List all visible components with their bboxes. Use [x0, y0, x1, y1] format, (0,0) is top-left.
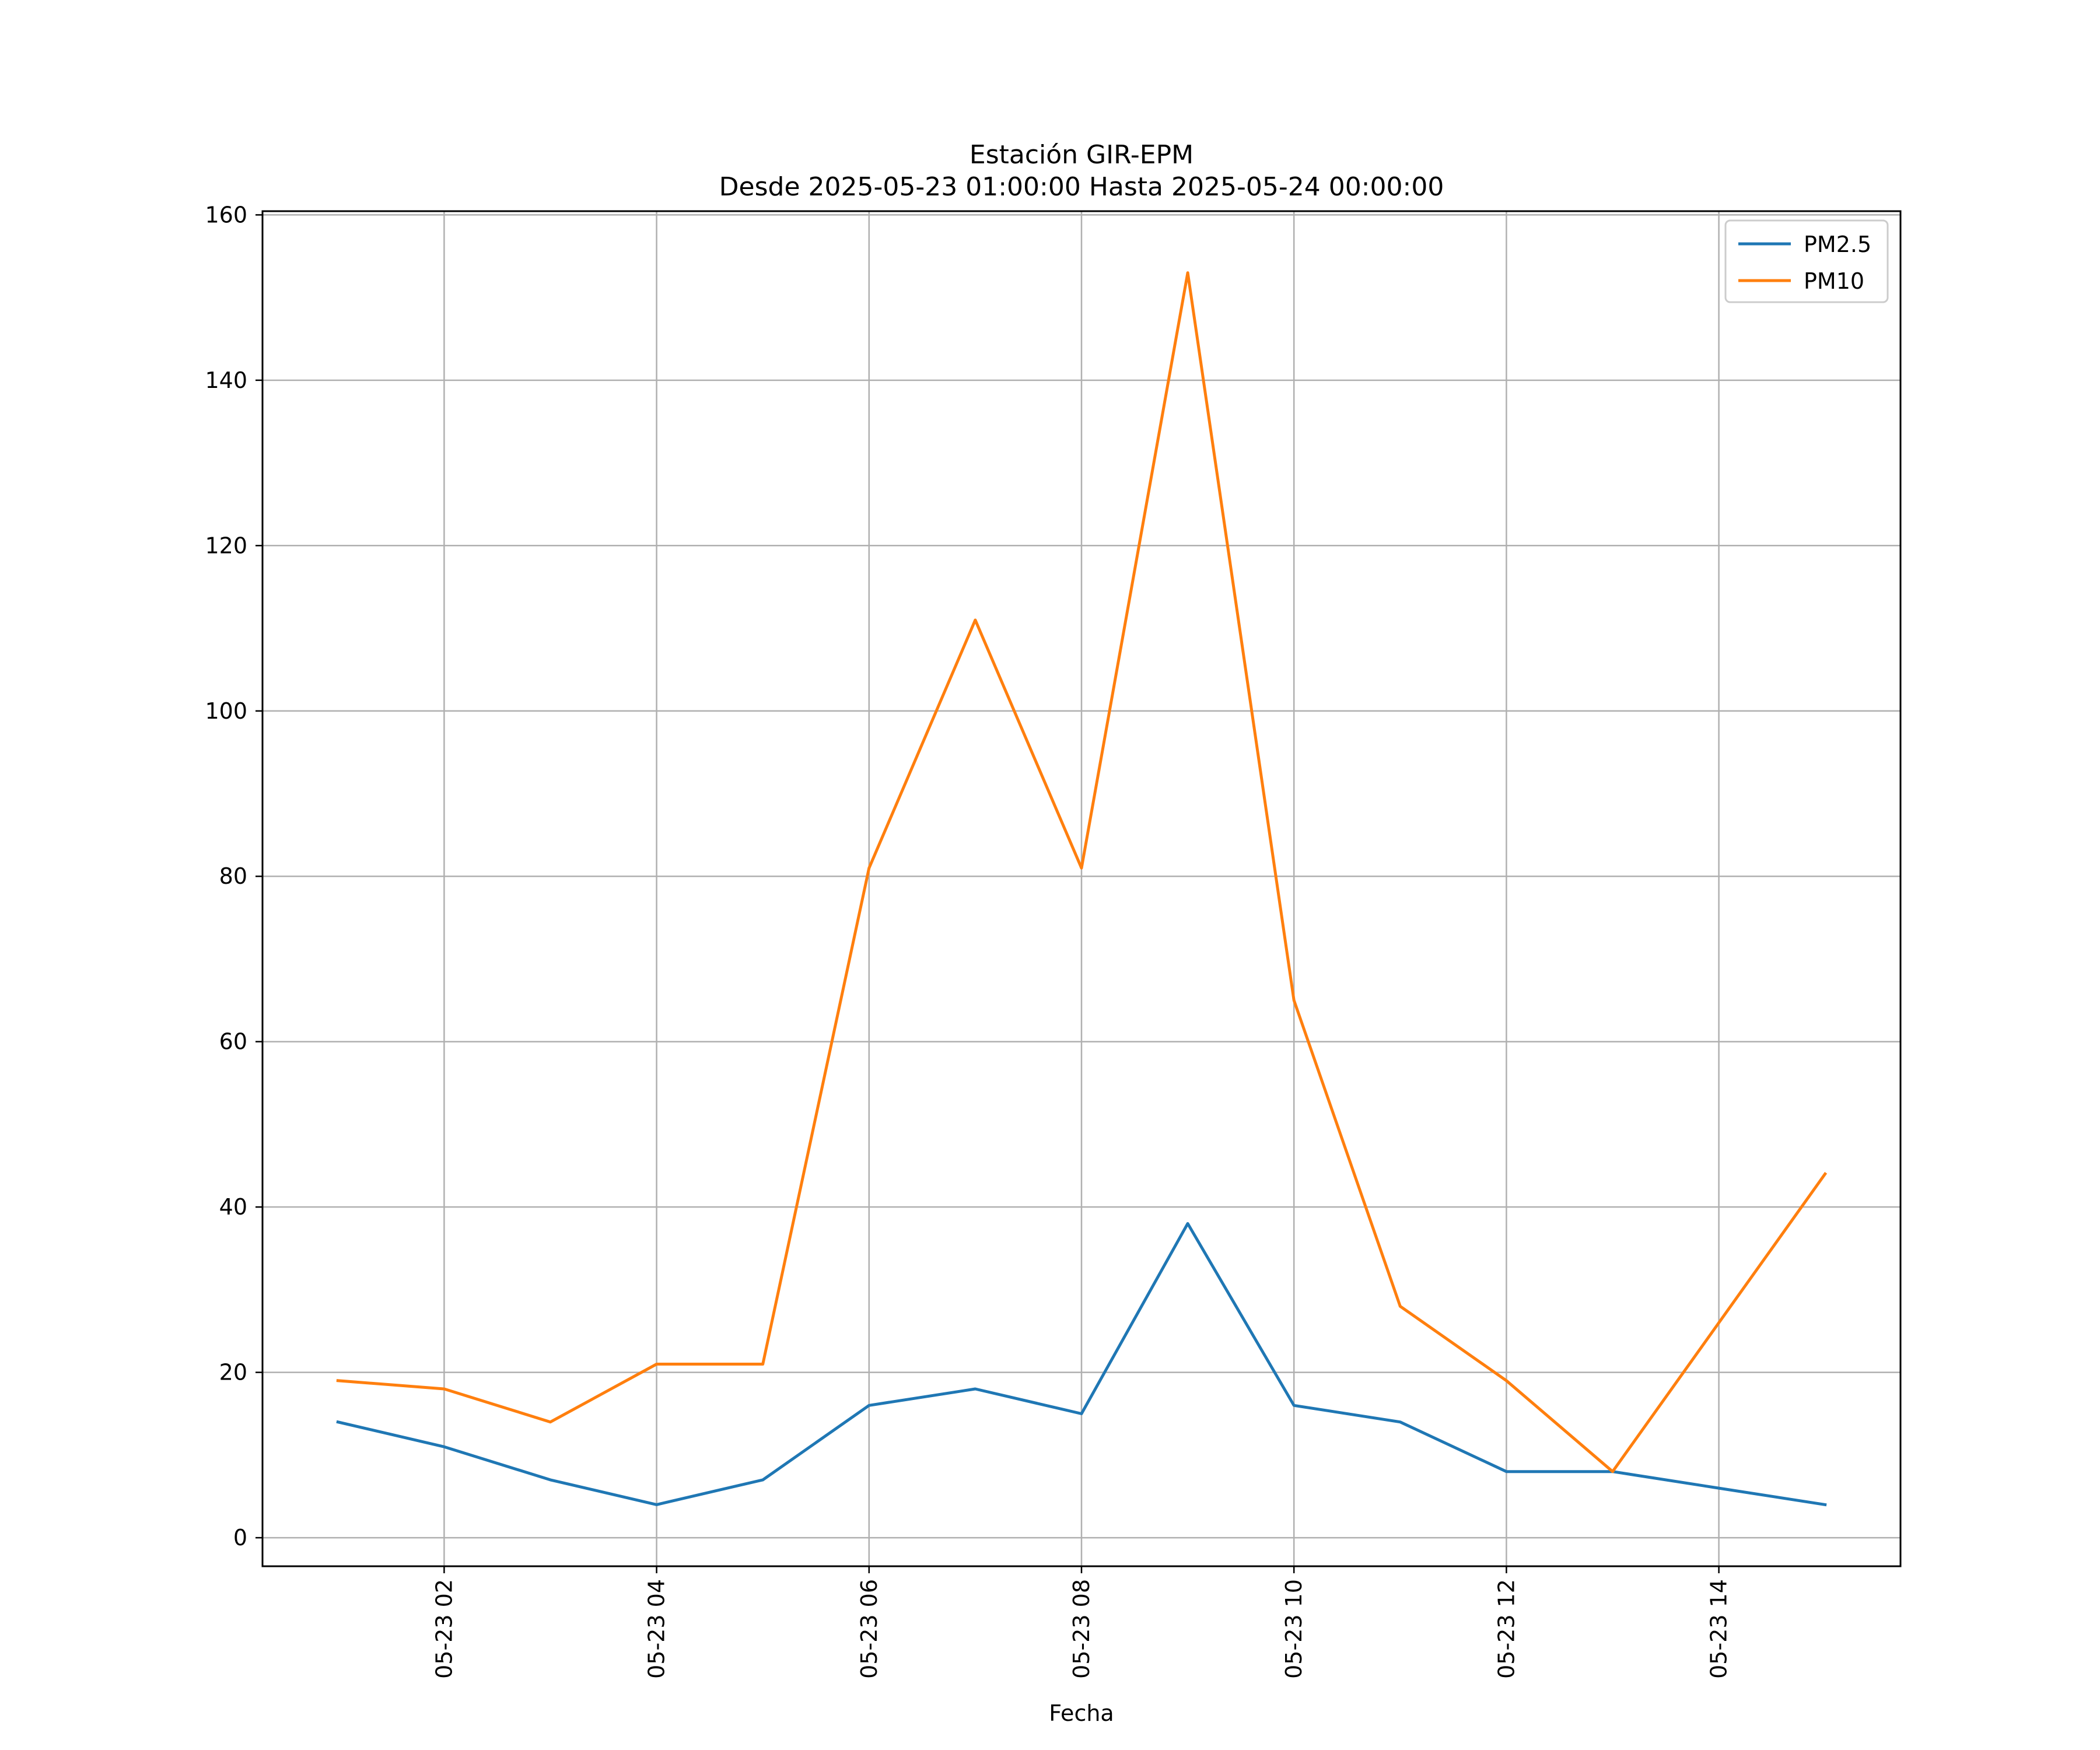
- y-tick-label: 120: [205, 533, 247, 558]
- legend-label-pm25: PM2.5: [1804, 232, 1871, 257]
- y-tick-label: 100: [205, 698, 247, 724]
- grid: [262, 211, 1901, 1566]
- series-line-pm25: [336, 1222, 1827, 1507]
- x-tick-label: 05-23 02: [431, 1579, 457, 1679]
- x-tick-label: 05-23 04: [644, 1579, 670, 1679]
- y-tick-label: 140: [205, 368, 247, 393]
- ticks: 0 20 40 60 80 100 120 140 160 05-23 02 05-23 04 05-…: [205, 202, 1731, 1678]
- y-tick-label: 80: [219, 863, 247, 889]
- x-tick-label: 05-23 06: [856, 1579, 882, 1679]
- y-tick-label: 160: [205, 202, 247, 228]
- x-tick-label: 05-23 10: [1281, 1579, 1307, 1679]
- chart-subtitle: Desde 2025-05-23 01:00:00 Hasta 2025-05-…: [719, 172, 1444, 202]
- legend-label-pm10: PM10: [1804, 268, 1864, 294]
- legend: PM2.5 PM10: [1724, 219, 1889, 303]
- y-tick-label: 0: [233, 1525, 247, 1550]
- series-layer: [336, 271, 1828, 1507]
- y-tick-label: 40: [219, 1194, 247, 1220]
- x-tick-label: 05-23 08: [1069, 1579, 1094, 1679]
- chart-title: Estación GIR-EPM: [970, 140, 1194, 170]
- y-tick-label: 60: [219, 1029, 247, 1055]
- series-line-pm10: [336, 271, 1828, 1474]
- x-tick-label: 05-23 12: [1493, 1579, 1519, 1679]
- x-axis-label: Fecha: [1049, 1700, 1114, 1726]
- y-tick-label: 20: [219, 1360, 247, 1385]
- x-tick-label: 05-23 14: [1706, 1579, 1732, 1679]
